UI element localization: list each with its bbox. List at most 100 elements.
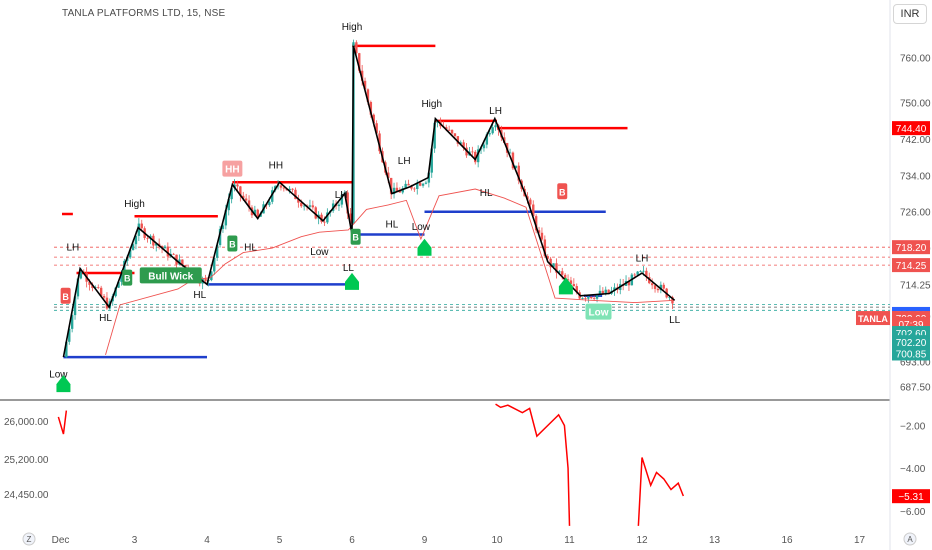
candle-body	[598, 290, 602, 295]
zoom-icon	[22, 532, 36, 546]
candle-body	[462, 142, 465, 148]
candle-body	[227, 199, 230, 211]
candle-body	[645, 270, 648, 277]
candle-body	[398, 190, 402, 193]
structure-label: HH	[269, 161, 283, 172]
auto-scale-icon	[903, 532, 917, 546]
candle-body	[308, 205, 312, 207]
candle-body	[546, 256, 549, 259]
candle-body	[244, 198, 248, 201]
structure-label: LH	[398, 156, 411, 167]
trailing-stop-layer	[105, 188, 675, 355]
candle-body	[282, 187, 286, 189]
candle-body	[433, 122, 436, 149]
candle-body	[558, 271, 561, 273]
candle-body	[172, 253, 175, 255]
candle-body	[561, 271, 564, 275]
indicator-left-tick-label: 24,450.00	[4, 490, 49, 501]
candle-body	[181, 259, 184, 266]
candle-body	[372, 114, 375, 124]
candle-body	[413, 188, 416, 190]
candle-body	[297, 199, 300, 203]
signal-tag-bg	[557, 183, 568, 200]
candle-body	[668, 297, 671, 298]
candle-body	[221, 225, 225, 229]
candle-body	[627, 281, 631, 286]
candle-body	[436, 121, 439, 123]
price-badge-bg	[892, 335, 930, 350]
candle-body	[491, 127, 494, 134]
candle-body	[99, 287, 103, 297]
candle-body	[485, 134, 489, 145]
time-axis[interactable]: Dec 3 4 5 6 9 10 11 12 13 16 17 Z A	[22, 532, 917, 546]
time-tick-label: 5	[277, 535, 283, 546]
time-tick-label: 12	[636, 535, 648, 546]
price-badge: 744.40	[896, 124, 927, 135]
candle-body	[653, 285, 657, 289]
indicator-left-tick-label: 25,200.00	[4, 455, 49, 466]
indicator-pane: 26,000.00 25,200.00 24,450.00 −2.00 −4.00 −6.…	[4, 403, 930, 526]
candle-body	[97, 287, 100, 288]
candle-body	[76, 278, 80, 297]
candle-body	[323, 221, 326, 223]
candle-body	[494, 125, 497, 128]
candle-body	[155, 243, 158, 246]
candle-body	[450, 129, 454, 134]
candle-body	[268, 201, 271, 206]
price-badge-bg	[892, 346, 930, 361]
candle-body	[529, 199, 532, 205]
candle-body	[326, 212, 329, 223]
candle-body	[340, 194, 344, 205]
candle-body	[569, 280, 573, 285]
candle-body	[543, 239, 547, 257]
structure-labels-layer: High LH HL HH HL HL Low LH LL High LH HL Low High LH HL…	[49, 22, 681, 393]
candle-body	[410, 185, 413, 189]
candle-body	[314, 207, 317, 219]
time-tick-label: 9	[422, 535, 428, 546]
candle-body	[349, 213, 352, 224]
candle-body	[482, 144, 486, 149]
candle-body	[395, 187, 399, 191]
candle-body	[587, 296, 590, 299]
signal-tag-sell: B	[62, 292, 69, 302]
candle-body	[215, 245, 219, 258]
levels-layer	[54, 44, 890, 359]
candle-body	[392, 187, 396, 195]
time-tick-label: 3	[132, 535, 138, 546]
candle-body	[633, 274, 636, 276]
candle-body	[204, 278, 207, 282]
candle-body	[337, 204, 341, 207]
boxed-label: HH	[225, 165, 239, 176]
structure-label: LH	[66, 242, 79, 253]
candle-body	[70, 315, 74, 329]
currency-button[interactable]: INR	[893, 4, 927, 24]
candle-body	[137, 223, 141, 236]
boxed-label: Bull Wick	[148, 271, 193, 282]
trailing-stop-line	[105, 188, 675, 355]
candle-body	[581, 298, 584, 299]
candle-body	[291, 188, 294, 190]
candle-body	[102, 296, 106, 298]
indicator-right-tick-label: −4.00	[900, 464, 926, 475]
candle-body	[508, 152, 512, 154]
candle-body	[532, 204, 535, 217]
indicator-right-tick-label: −6.00	[900, 507, 926, 518]
price-axis[interactable]: 760.00 750.00 742.00 734.00 726.00 718.20 714.…	[856, 53, 931, 394]
candle-body	[320, 214, 323, 222]
candle-body	[416, 182, 419, 189]
candle-body	[584, 298, 587, 299]
candle-body	[445, 127, 448, 130]
signal-tag-bg	[60, 287, 71, 304]
candle-body	[146, 237, 149, 239]
signal-tag-buy: B	[352, 233, 359, 243]
price-badge: 714.25	[896, 261, 927, 272]
candle-body	[601, 290, 605, 295]
candle-body	[242, 195, 245, 199]
candle-body	[184, 265, 187, 268]
candle-body	[555, 263, 558, 273]
candle-body	[163, 246, 167, 249]
candle-body	[430, 148, 433, 173]
time-tick-label: Dec	[52, 535, 70, 546]
time-tick-label: 4	[204, 535, 210, 546]
